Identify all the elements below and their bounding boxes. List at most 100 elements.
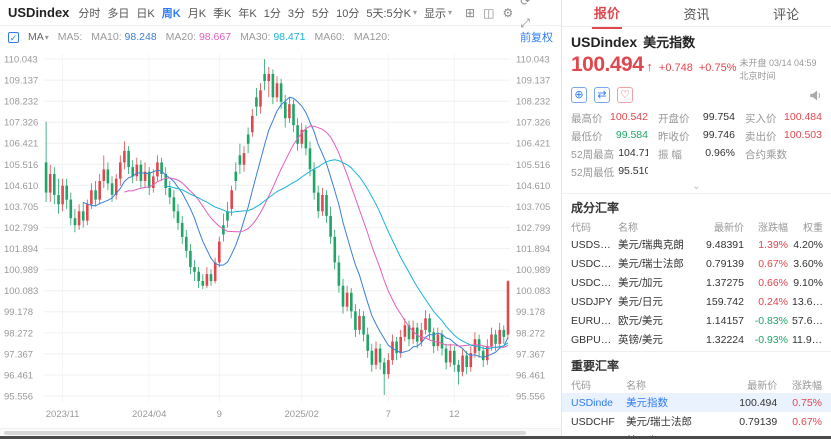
rate-row-EURUSD[interactable]: EURUSD 欧元/美元 1.14157 -0.83% 57.60% xyxy=(571,314,828,328)
svg-text:99.178: 99.178 xyxy=(4,307,33,318)
tab-news[interactable]: 资讯 xyxy=(652,0,742,26)
stat-卖出价: 卖出价 100.503 xyxy=(745,129,822,143)
tab-news-label: 资讯 xyxy=(683,7,710,22)
svg-text:109.137: 109.137 xyxy=(4,76,38,87)
instrument-code: USDindex xyxy=(571,34,638,50)
svg-text:100.083: 100.083 xyxy=(4,286,38,297)
svg-text:103.705: 103.705 xyxy=(4,202,38,213)
ma-legend-item: MA5: xyxy=(57,31,83,43)
svg-text:99.178: 99.178 xyxy=(516,307,545,318)
stat-最低价: 最低价 99.584 xyxy=(571,129,648,143)
rate-row-USDCAD[interactable]: USDCAD 美元/加元 1.37275 0.66% 9.10% xyxy=(571,276,823,290)
toolbar-icon-group: ⊞ ◫ ⚙ xyxy=(465,6,513,20)
period-5分[interactable]: 5分 xyxy=(311,7,330,20)
period-1分[interactable]: 1分 xyxy=(263,7,281,20)
multi-period-dropdown[interactable]: 5天:5分K ▾ xyxy=(366,5,417,21)
majors-section-title: 重要汇率 xyxy=(571,359,620,373)
adjust-mode-button[interactable]: 前复权 xyxy=(520,32,553,44)
period-日K[interactable]: 日K xyxy=(136,7,155,20)
add-watchlist-icon[interactable]: ⊕ xyxy=(571,87,587,103)
svg-text:108.232: 108.232 xyxy=(4,97,38,108)
svg-text:101.894: 101.894 xyxy=(4,244,38,255)
svg-text:102.799: 102.799 xyxy=(516,223,550,234)
svg-text:107.326: 107.326 xyxy=(4,118,38,129)
period-3分[interactable]: 3分 xyxy=(287,7,305,20)
fullscreen-icon[interactable]: ⤢ xyxy=(520,16,530,30)
period-周K[interactable]: 周K xyxy=(161,7,181,20)
svg-text:96.461: 96.461 xyxy=(4,370,33,381)
stat-昨收价: 昨收价 99.746 xyxy=(658,129,735,143)
ma-legend-item: MA120: xyxy=(353,31,390,43)
rate-row-USDSEK[interactable]: USDSEK 美元/瑞典克朗 9.48391 1.39% 4.20% xyxy=(571,238,823,252)
svg-text:98.272: 98.272 xyxy=(516,328,545,339)
svg-text:110.043: 110.043 xyxy=(4,54,38,65)
components-section-title: 成分汇率 xyxy=(571,201,620,215)
stat-开盘价: 开盘价 99.754 xyxy=(658,111,735,125)
period-分时[interactable]: 分时 xyxy=(78,7,101,20)
svg-text:96.461: 96.461 xyxy=(516,370,545,381)
chart-horizontal-scrollbar[interactable] xyxy=(0,428,561,436)
period-月K[interactable]: 月K xyxy=(187,7,207,20)
symbol-label: USDindex xyxy=(8,5,70,20)
svg-text:2023/11: 2023/11 xyxy=(46,409,80,420)
stat-52周最低: 52周最低 95.510 xyxy=(571,165,648,179)
settings-gear-icon[interactable]: ⚙ xyxy=(502,5,514,20)
ma-legend-item: MA20: 98.667 xyxy=(165,31,232,43)
tab-quote[interactable]: 报价 xyxy=(562,0,652,29)
col-header-名称: 名称 xyxy=(618,223,638,234)
rate-row-GBPUSD[interactable]: GBPUSD 英镑/美元 1.32224 -0.93% 11.90% xyxy=(571,333,827,347)
components-table: 代码 名称 最新价 涨跌幅 权重 USDSEK 美元/瑞典克朗 9.48391 1.39% 4.2… xyxy=(562,218,831,349)
rate-row-USDinde[interactable]: USDinde 美元指数 100.494 0.75% xyxy=(562,393,831,412)
quote-actions: ⊕ ⇄ ♡ xyxy=(571,86,822,104)
ma-dropdown[interactable]: MA ▾ xyxy=(28,31,49,43)
svg-text:100.989: 100.989 xyxy=(4,265,38,276)
rate-row-USDJPY[interactable]: USDJPY 美元/日元 159.742 0.24% 13.60% xyxy=(571,295,828,309)
svg-text:2025/02: 2025/02 xyxy=(285,409,319,420)
svg-text:105.516: 105.516 xyxy=(4,160,38,171)
period-10分[interactable]: 10分 xyxy=(336,7,360,20)
toolbar-right-icons: ⟳ ⤢ xyxy=(520,0,553,31)
period-季K[interactable]: 季K xyxy=(213,7,232,20)
svg-text:97.367: 97.367 xyxy=(4,349,33,360)
chart-style-icon[interactable]: ◫ xyxy=(483,5,495,20)
stat-买入价: 买入价 100.484 xyxy=(745,111,822,125)
col-header-最新价: 最新价 xyxy=(747,381,778,392)
ma-legend-items: MA5: MA10: 98.248 MA20: 98.667 MA30: 98.47… xyxy=(58,31,390,43)
ma-legend-item: MA10: 98.248 xyxy=(91,31,157,43)
chart-section: USDindex 分时 多日 日K 周K 月K 季K 年K 1分 3分 5分 10分 5天:5分K ▾… xyxy=(0,0,562,436)
scrollbar-thumb[interactable] xyxy=(4,431,526,435)
quote-panel: 报价 资讯 评论 USDindex 美元指数 100.494 ↑ +0.748 … xyxy=(562,0,831,436)
svg-text:108.232: 108.232 xyxy=(516,97,550,108)
rate-row-USDCHF[interactable]: USDCHF 美元/瑞士法郎 0.79139 0.67% xyxy=(571,415,822,429)
panel-tabs: 报价 资讯 评论 xyxy=(562,0,831,29)
tab-comments[interactable]: 评论 xyxy=(741,0,831,26)
price-change-pct: +0.75% xyxy=(698,62,737,74)
svg-text:105.516: 105.516 xyxy=(516,160,550,171)
display-dropdown[interactable]: 显示 ▾ xyxy=(424,5,452,21)
candlestick-chart[interactable]: 110.043 110.043 109.137 109.137 108.232 108.2… xyxy=(0,48,561,428)
compare-icon[interactable]: ⇄ xyxy=(594,87,610,103)
ma-legend-item: MA60: xyxy=(314,31,345,43)
last-price: 100.494 xyxy=(571,53,644,76)
layout-grid-icon[interactable]: ⊞ xyxy=(465,5,476,20)
ma-checkbox[interactable]: ✓ xyxy=(8,31,19,43)
favorite-heart-icon[interactable]: ♡ xyxy=(617,87,633,103)
svg-text:12: 12 xyxy=(449,409,460,420)
col-header-权重: 权重 xyxy=(803,223,823,234)
ma-legend: ✓ MA ▾ MA5: MA10: 98.248 MA20: 98.667 MA30:… xyxy=(0,26,561,48)
svg-text:7: 7 xyxy=(386,409,391,420)
period-多日[interactable]: 多日 xyxy=(107,7,130,20)
window-bottom-edge xyxy=(0,436,831,439)
col-header-代码: 代码 xyxy=(571,381,591,392)
majors-table: 代码 名称 最新价 涨跌幅 USDinde 美元指数 100.494 0.75% USDCHF 美… xyxy=(562,376,831,436)
rate-row-USDCHF[interactable]: USDCHF 美元/瑞士法郎 0.79139 0.67% 3.60% xyxy=(571,257,823,271)
expand-stats-chevron[interactable]: ⌄ xyxy=(692,181,701,192)
period-年K[interactable]: 年K xyxy=(238,7,257,20)
svg-text:102.799: 102.799 xyxy=(4,223,38,234)
refresh-icon[interactable]: ⟳ xyxy=(520,0,531,8)
announcement-speaker-icon[interactable] xyxy=(809,89,822,102)
chevron-down-icon: ▾ xyxy=(448,8,453,17)
